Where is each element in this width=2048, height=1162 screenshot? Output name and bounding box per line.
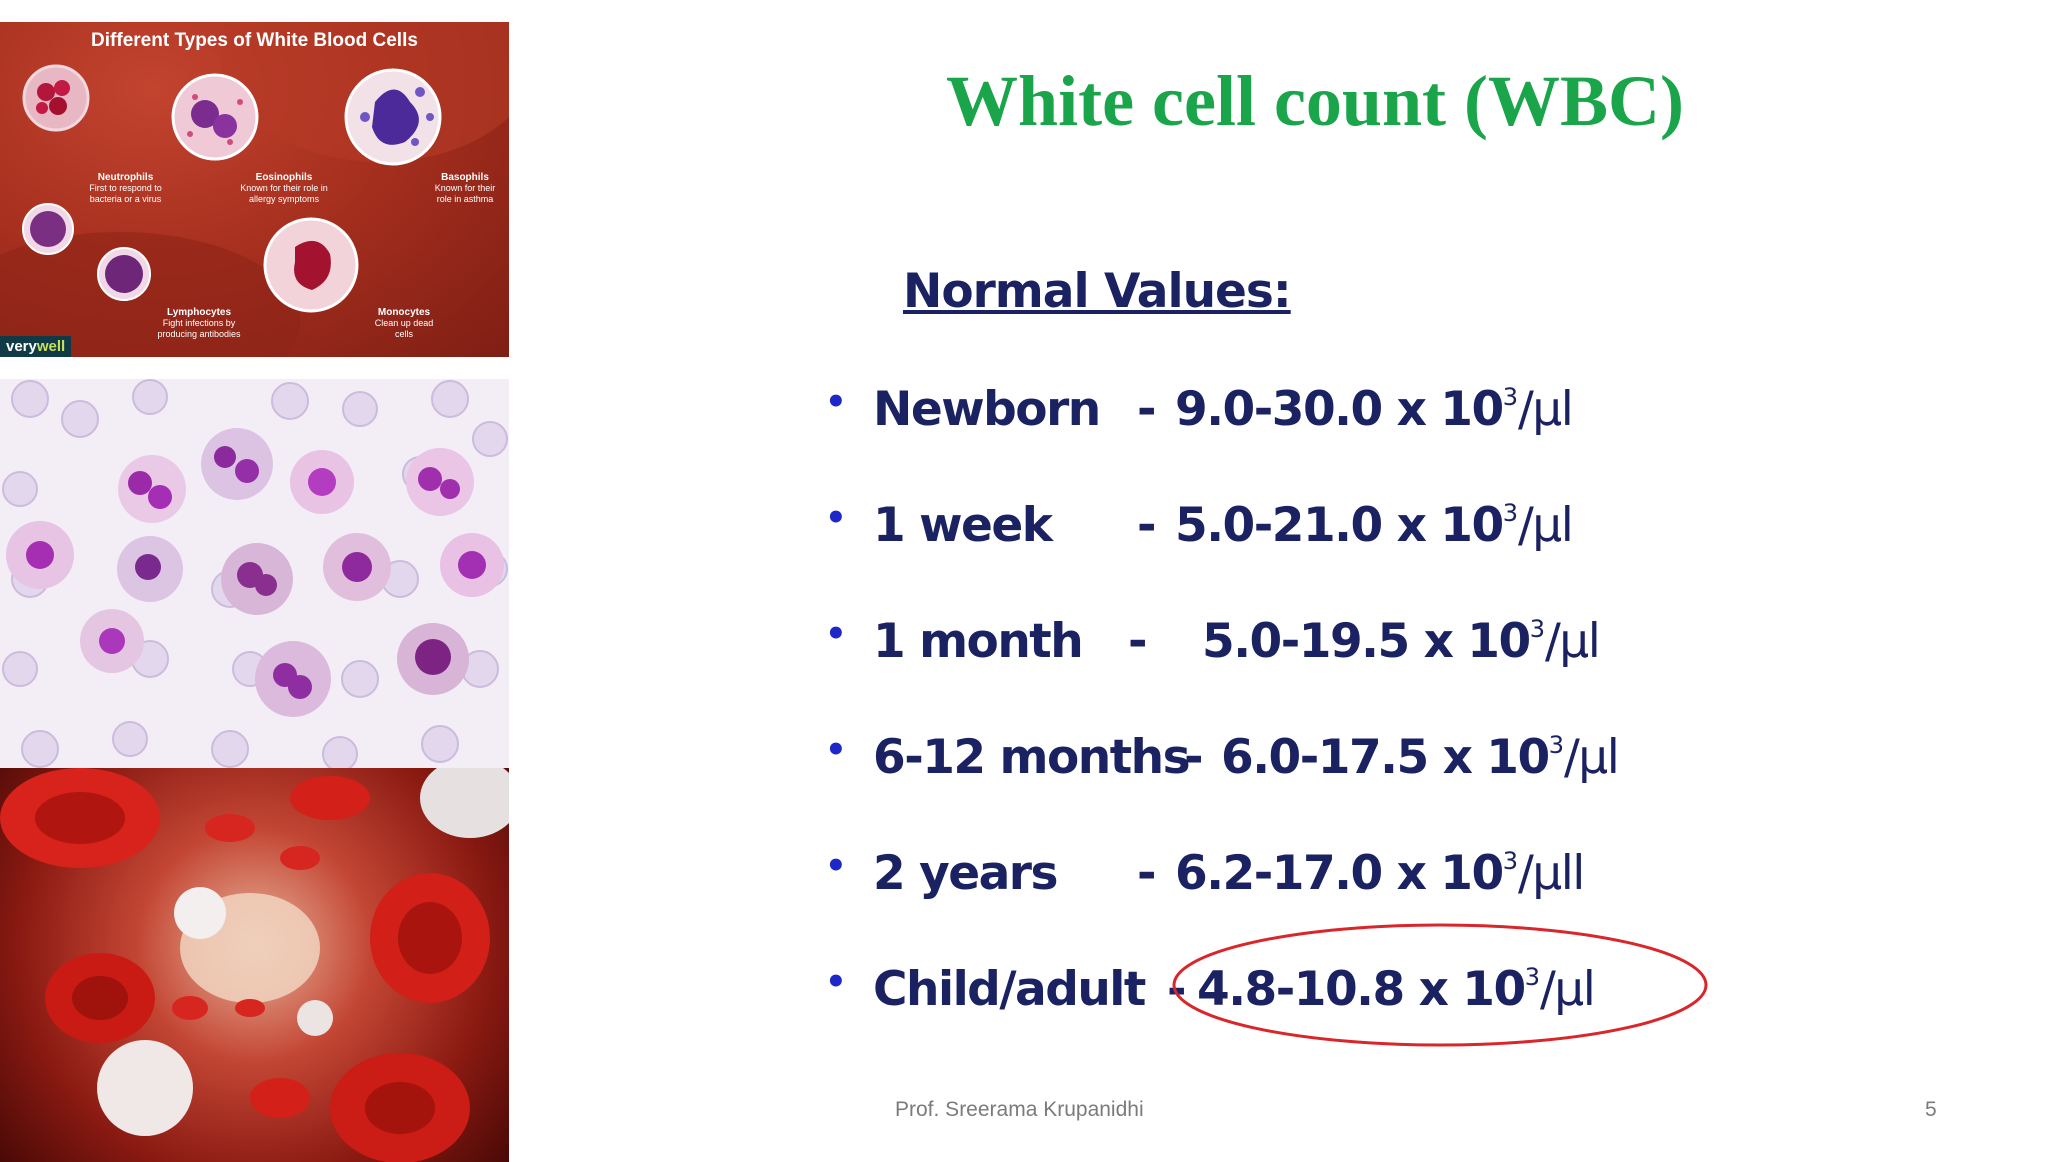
page-number: 5 xyxy=(1925,1098,1937,1121)
row-label: 6-12 months xyxy=(873,730,1191,785)
row-label: 2 years xyxy=(873,846,1058,901)
verywell-logo: verywell xyxy=(0,336,72,357)
neutrophils-label: Neutrophils First to respond to bacteria … xyxy=(89,172,162,204)
row-range: 4.8-10.8 x 103/µl xyxy=(1197,962,1596,1017)
row-label: 1 week xyxy=(873,498,1053,553)
row-range: 5.0-19.5 x 103/µl xyxy=(1202,614,1601,669)
row-range: 6.0-17.5 x 103/µl xyxy=(1221,730,1620,785)
infographic-title: Different Types of White Blood Cells xyxy=(91,30,418,51)
lymphocytes-label: Lymphocytes Fight infections by producing… xyxy=(157,307,241,339)
bullet-icon: • xyxy=(825,382,847,422)
blood-smear-illustration xyxy=(2,379,508,769)
normal-values-heading: Normal Values: xyxy=(903,264,1292,319)
row-range: 5.0-21.0 x 103/µl xyxy=(1175,498,1574,553)
row-range: 6.2-17.0 x 103/µll xyxy=(1175,846,1585,901)
row-dash: - xyxy=(1167,962,1187,1017)
wbc-types-illustration xyxy=(0,22,509,357)
row-dash: - xyxy=(1137,498,1157,553)
row-range: 9.0-30.0 x 103/µl xyxy=(1175,382,1574,437)
row-dash: - xyxy=(1137,382,1157,437)
basophils-label: Basophils Known for their role in asthma xyxy=(434,172,496,204)
bullet-icon: • xyxy=(825,846,847,886)
row-dash: - xyxy=(1184,730,1204,785)
row-label: Newborn xyxy=(873,382,1101,437)
row-label: Child/adult xyxy=(873,962,1146,1017)
row-label: 1 month xyxy=(873,614,1084,669)
highlight-ellipse xyxy=(1172,923,1708,1047)
slide-title: White cell count (WBC) xyxy=(946,61,1684,141)
row-dash: - xyxy=(1137,846,1157,901)
red-blood-cells-illustration xyxy=(0,768,509,1162)
monocytes-label: Monocytes Clean up dead cells xyxy=(374,307,434,339)
row-dash: - xyxy=(1128,614,1148,669)
bullet-icon: • xyxy=(825,962,847,1002)
highlight-ellipse-stroke xyxy=(1172,923,1708,1047)
blood-smear-micrograph xyxy=(0,379,509,769)
eosinophils-label: Eosinophils Known for their role in aller… xyxy=(240,172,328,204)
blood-vessel-illustration xyxy=(0,768,509,1162)
bullet-icon: • xyxy=(825,730,847,770)
footer-author: Prof. Sreerama Krupanidhi xyxy=(895,1098,1144,1121)
wbc-types-infographic: Different Types of White Blood Cells Neu… xyxy=(0,22,509,357)
bullet-icon: • xyxy=(825,614,847,654)
bullet-icon: • xyxy=(825,498,847,538)
